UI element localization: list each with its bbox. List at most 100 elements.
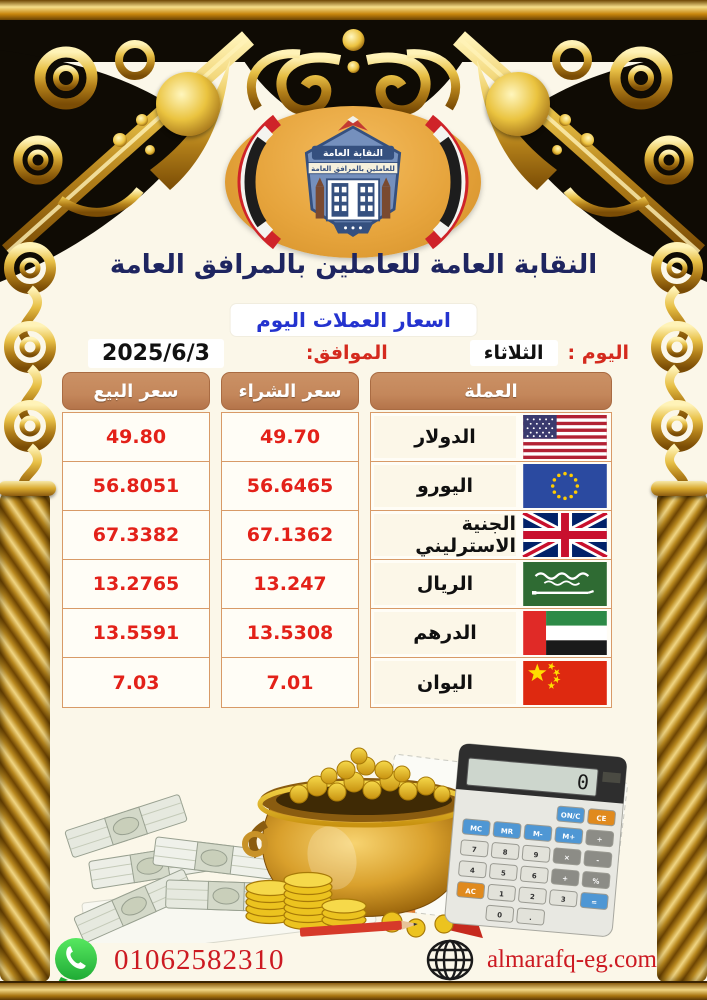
calculator-key <box>550 868 580 887</box>
china-flag-icon <box>519 660 611 705</box>
svg-text:CE: CE <box>596 814 607 823</box>
phone-number: 01062582310 <box>114 943 285 976</box>
calculator: 0 ON/C CE MC MR M- M+ ÷ 7 8 9 × - 4 5 6 + % AC 1 2 3 = 0. <box>444 743 628 937</box>
currency-name: الدولار <box>374 416 516 458</box>
currency-name: اليوان <box>374 661 516 704</box>
svg-text:النقابة العامة: النقابة العامة <box>323 148 383 159</box>
calculator-key <box>518 886 547 905</box>
day-label: اليوم : <box>567 342 629 364</box>
calculator-key <box>549 889 578 908</box>
svg-text:+: + <box>562 875 569 883</box>
buy-price: 67.1362 <box>222 511 358 560</box>
svg-text:ON/C: ON/C <box>560 811 580 821</box>
svg-text:M+: M+ <box>562 832 576 841</box>
svg-text:÷: ÷ <box>596 835 603 843</box>
svg-text:=: = <box>591 898 598 906</box>
column-header-currency: العملة <box>370 372 612 410</box>
date-row: اليوم : الثلاثاء الموافق: 2025/6/3 <box>88 337 629 369</box>
rates-table: العملة الدولار اليورو الجنية الاسترليني … <box>62 372 612 708</box>
gold-knob-left <box>156 72 220 136</box>
svg-text:5: 5 <box>501 869 507 877</box>
sell-price: 49.80 <box>63 413 209 462</box>
footer: 01062582310 almarafq-eg.com <box>50 934 657 986</box>
calculator-key <box>523 823 553 842</box>
table-row-currency: اليورو <box>371 462 611 511</box>
frame-top-bar <box>0 0 707 20</box>
calculator-key <box>461 818 491 837</box>
eu-flag-icon <box>519 464 611 508</box>
buy-price: 56.6465 <box>222 462 358 511</box>
calculator-key <box>456 881 486 900</box>
sell-price: 67.3382 <box>63 511 209 560</box>
buy-column-cells: 49.70 56.6465 67.1362 13.247 13.5308 7.01 <box>221 412 359 708</box>
calculator-key <box>583 850 613 869</box>
uae-flag-icon <box>519 611 611 655</box>
table-row-currency: الدرهم <box>371 609 611 658</box>
subtitle-text: اسعار العملات اليوم <box>256 308 451 332</box>
rope-column-right <box>657 492 707 982</box>
sell-price: 13.2765 <box>63 560 209 609</box>
gold-knob-right <box>486 72 550 136</box>
svg-text:.: . <box>529 914 532 922</box>
calculator-key <box>585 829 615 848</box>
gold-pot <box>242 747 486 917</box>
pencil <box>299 920 418 937</box>
svg-text:%: % <box>592 877 600 886</box>
calculator-key <box>490 842 520 860</box>
table-row-currency: الريال <box>371 560 611 609</box>
calculator-key <box>581 871 611 889</box>
sell-price: 13.5591 <box>63 609 209 658</box>
currency-column-cells: الدولار اليورو الجنية الاسترليني الريال … <box>370 412 612 708</box>
svg-text:2: 2 <box>530 893 536 901</box>
calculator-key <box>487 883 516 902</box>
us-flag-icon <box>519 415 611 459</box>
buy-price: 13.5308 <box>222 609 358 658</box>
svg-text:9: 9 <box>533 851 539 859</box>
buy-price: 13.247 <box>222 560 358 609</box>
calculator-key <box>519 865 549 884</box>
subtitle-box: اسعار العملات اليوم <box>230 304 477 336</box>
calculator-key <box>587 808 616 827</box>
rope-cap-right <box>651 481 707 496</box>
svg-text:6: 6 <box>531 872 537 880</box>
website-url: almarafq-eg.com <box>486 946 657 973</box>
svg-text:MR: MR <box>500 827 514 836</box>
currency-name: الدرهم <box>374 612 516 654</box>
org-title: النقابة العامة للعاملين بالمرافق العامة <box>109 250 598 280</box>
svg-text:MC: MC <box>470 824 483 833</box>
whatsapp-icon <box>55 938 97 984</box>
sell-column-cells: 49.80 56.8051 67.3382 13.2765 13.5591 7.03 <box>62 412 210 708</box>
calculator-key <box>489 863 518 881</box>
svg-text:4: 4 <box>470 867 476 875</box>
svg-text:للعاملين بالمرافق العامة: للعاملين بالمرافق العامة <box>311 165 395 173</box>
sell-price: 56.8051 <box>63 462 209 511</box>
calculator-key <box>521 844 551 863</box>
uk-flag-icon <box>519 513 611 557</box>
table-row-currency: اليوان <box>371 658 611 707</box>
saudi-flag-icon <box>519 562 611 606</box>
day-value: الثلاثاء <box>469 340 558 366</box>
svg-text:-: - <box>596 857 600 865</box>
calculator-key <box>552 847 582 866</box>
svg-text:7: 7 <box>471 846 477 854</box>
date-label: الموافق: <box>305 342 388 364</box>
svg-text:1: 1 <box>499 890 505 898</box>
union-emblem-icon: النقابة العامة للعاملين بالمرافق العامة <box>304 115 402 237</box>
buy-price: 7.01 <box>266 671 314 694</box>
column-header-sell: سعر البيع <box>62 372 210 410</box>
rope-column-left <box>0 492 50 982</box>
frame-bottom-bar <box>0 981 707 1000</box>
calculator-key <box>458 860 487 879</box>
svg-text:M-: M- <box>533 830 544 839</box>
calculator-display: 0 <box>576 770 590 795</box>
coin-stacks <box>245 871 454 938</box>
currency-name: الجنية الاسترليني <box>374 513 516 557</box>
globe-icon <box>426 939 474 981</box>
buy-price: 49.70 <box>222 413 358 462</box>
calculator-key <box>556 805 586 824</box>
money-pot-calculator-illustration: 0 ON/C CE MC MR M- M+ ÷ 7 8 9 × - 4 5 6 + % AC 1 2 3 = 0. <box>64 743 628 943</box>
table-row-currency: الدولار <box>371 413 611 462</box>
union-logo: النقابة العامة للعاملين بالمرافق العامة <box>225 106 481 258</box>
calculator-key <box>460 839 489 858</box>
